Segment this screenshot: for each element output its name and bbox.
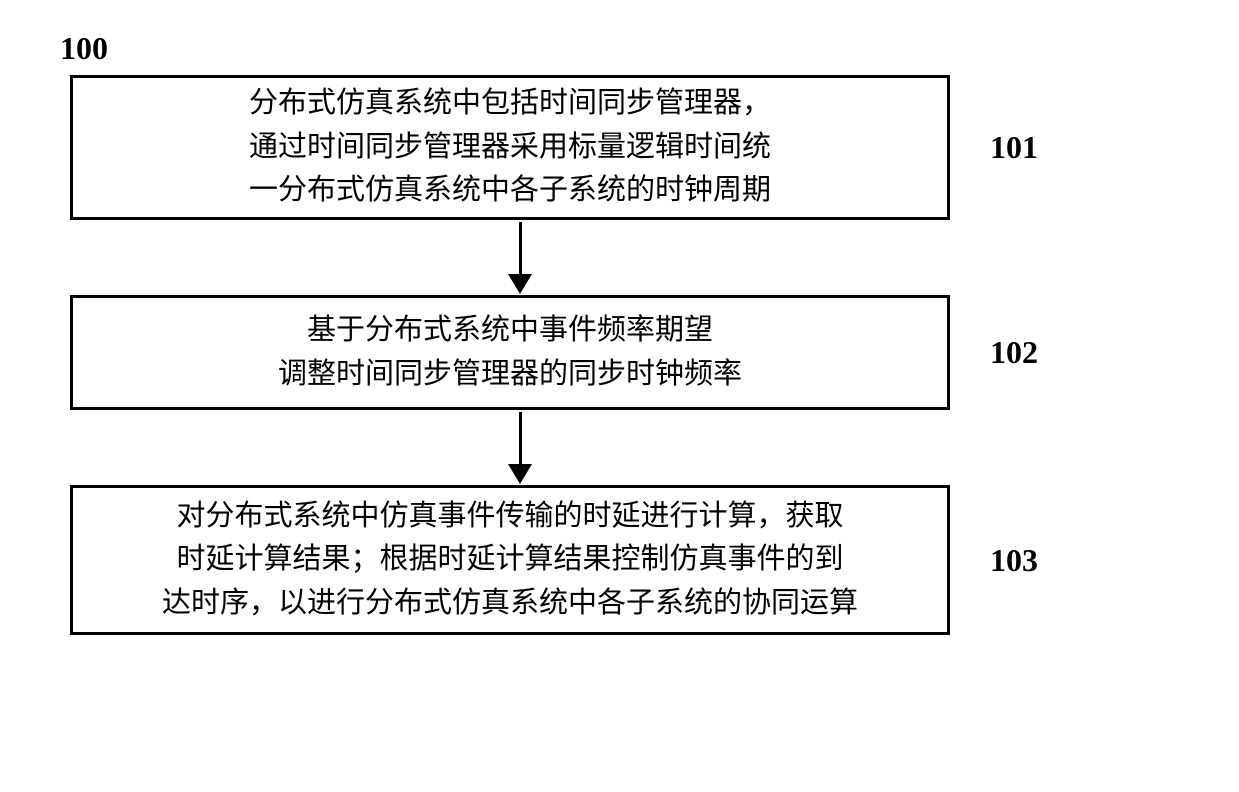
step-label-103: 103	[990, 542, 1038, 579]
step-text-102: 基于分布式系统中事件频率期望 调整时间同步管理器的同步时钟频率	[278, 309, 742, 396]
arrow-line	[519, 412, 522, 464]
step-row-2: 基于分布式系统中事件频率期望 调整时间同步管理器的同步时钟频率 102	[70, 295, 970, 410]
arrow-2-to-3	[80, 410, 960, 485]
arrow-head-icon	[508, 464, 532, 484]
flowchart-diagram: 100 分布式仿真系统中包括时间同步管理器， 通过时间同步管理器采用标量逻辑时间…	[60, 30, 1179, 762]
arrow-1-to-2	[80, 220, 960, 295]
step-box-103: 对分布式系统中仿真事件传输的时延进行计算，获取 时延计算结果；根据时延计算结果控…	[70, 485, 950, 635]
step-text-103: 对分布式系统中仿真事件传输的时延进行计算，获取 时延计算结果；根据时延计算结果控…	[162, 495, 858, 626]
step-text-101: 分布式仿真系统中包括时间同步管理器， 通过时间同步管理器采用标量逻辑时间统 一分…	[249, 82, 771, 213]
arrow-icon	[508, 412, 532, 484]
step-row-1: 分布式仿真系统中包括时间同步管理器， 通过时间同步管理器采用标量逻辑时间统 一分…	[70, 75, 970, 220]
step-row-3: 对分布式系统中仿真事件传输的时延进行计算，获取 时延计算结果；根据时延计算结果控…	[70, 485, 970, 635]
step-label-102: 102	[990, 334, 1038, 371]
arrow-head-icon	[508, 274, 532, 294]
flowchart-container: 分布式仿真系统中包括时间同步管理器， 通过时间同步管理器采用标量逻辑时间统 一分…	[70, 75, 970, 635]
step-label-101: 101	[990, 129, 1038, 166]
diagram-main-label: 100	[60, 30, 1179, 67]
arrow-line	[519, 222, 522, 274]
step-box-102: 基于分布式系统中事件频率期望 调整时间同步管理器的同步时钟频率	[70, 295, 950, 410]
step-box-101: 分布式仿真系统中包括时间同步管理器， 通过时间同步管理器采用标量逻辑时间统 一分…	[70, 75, 950, 220]
arrow-icon	[508, 222, 532, 294]
